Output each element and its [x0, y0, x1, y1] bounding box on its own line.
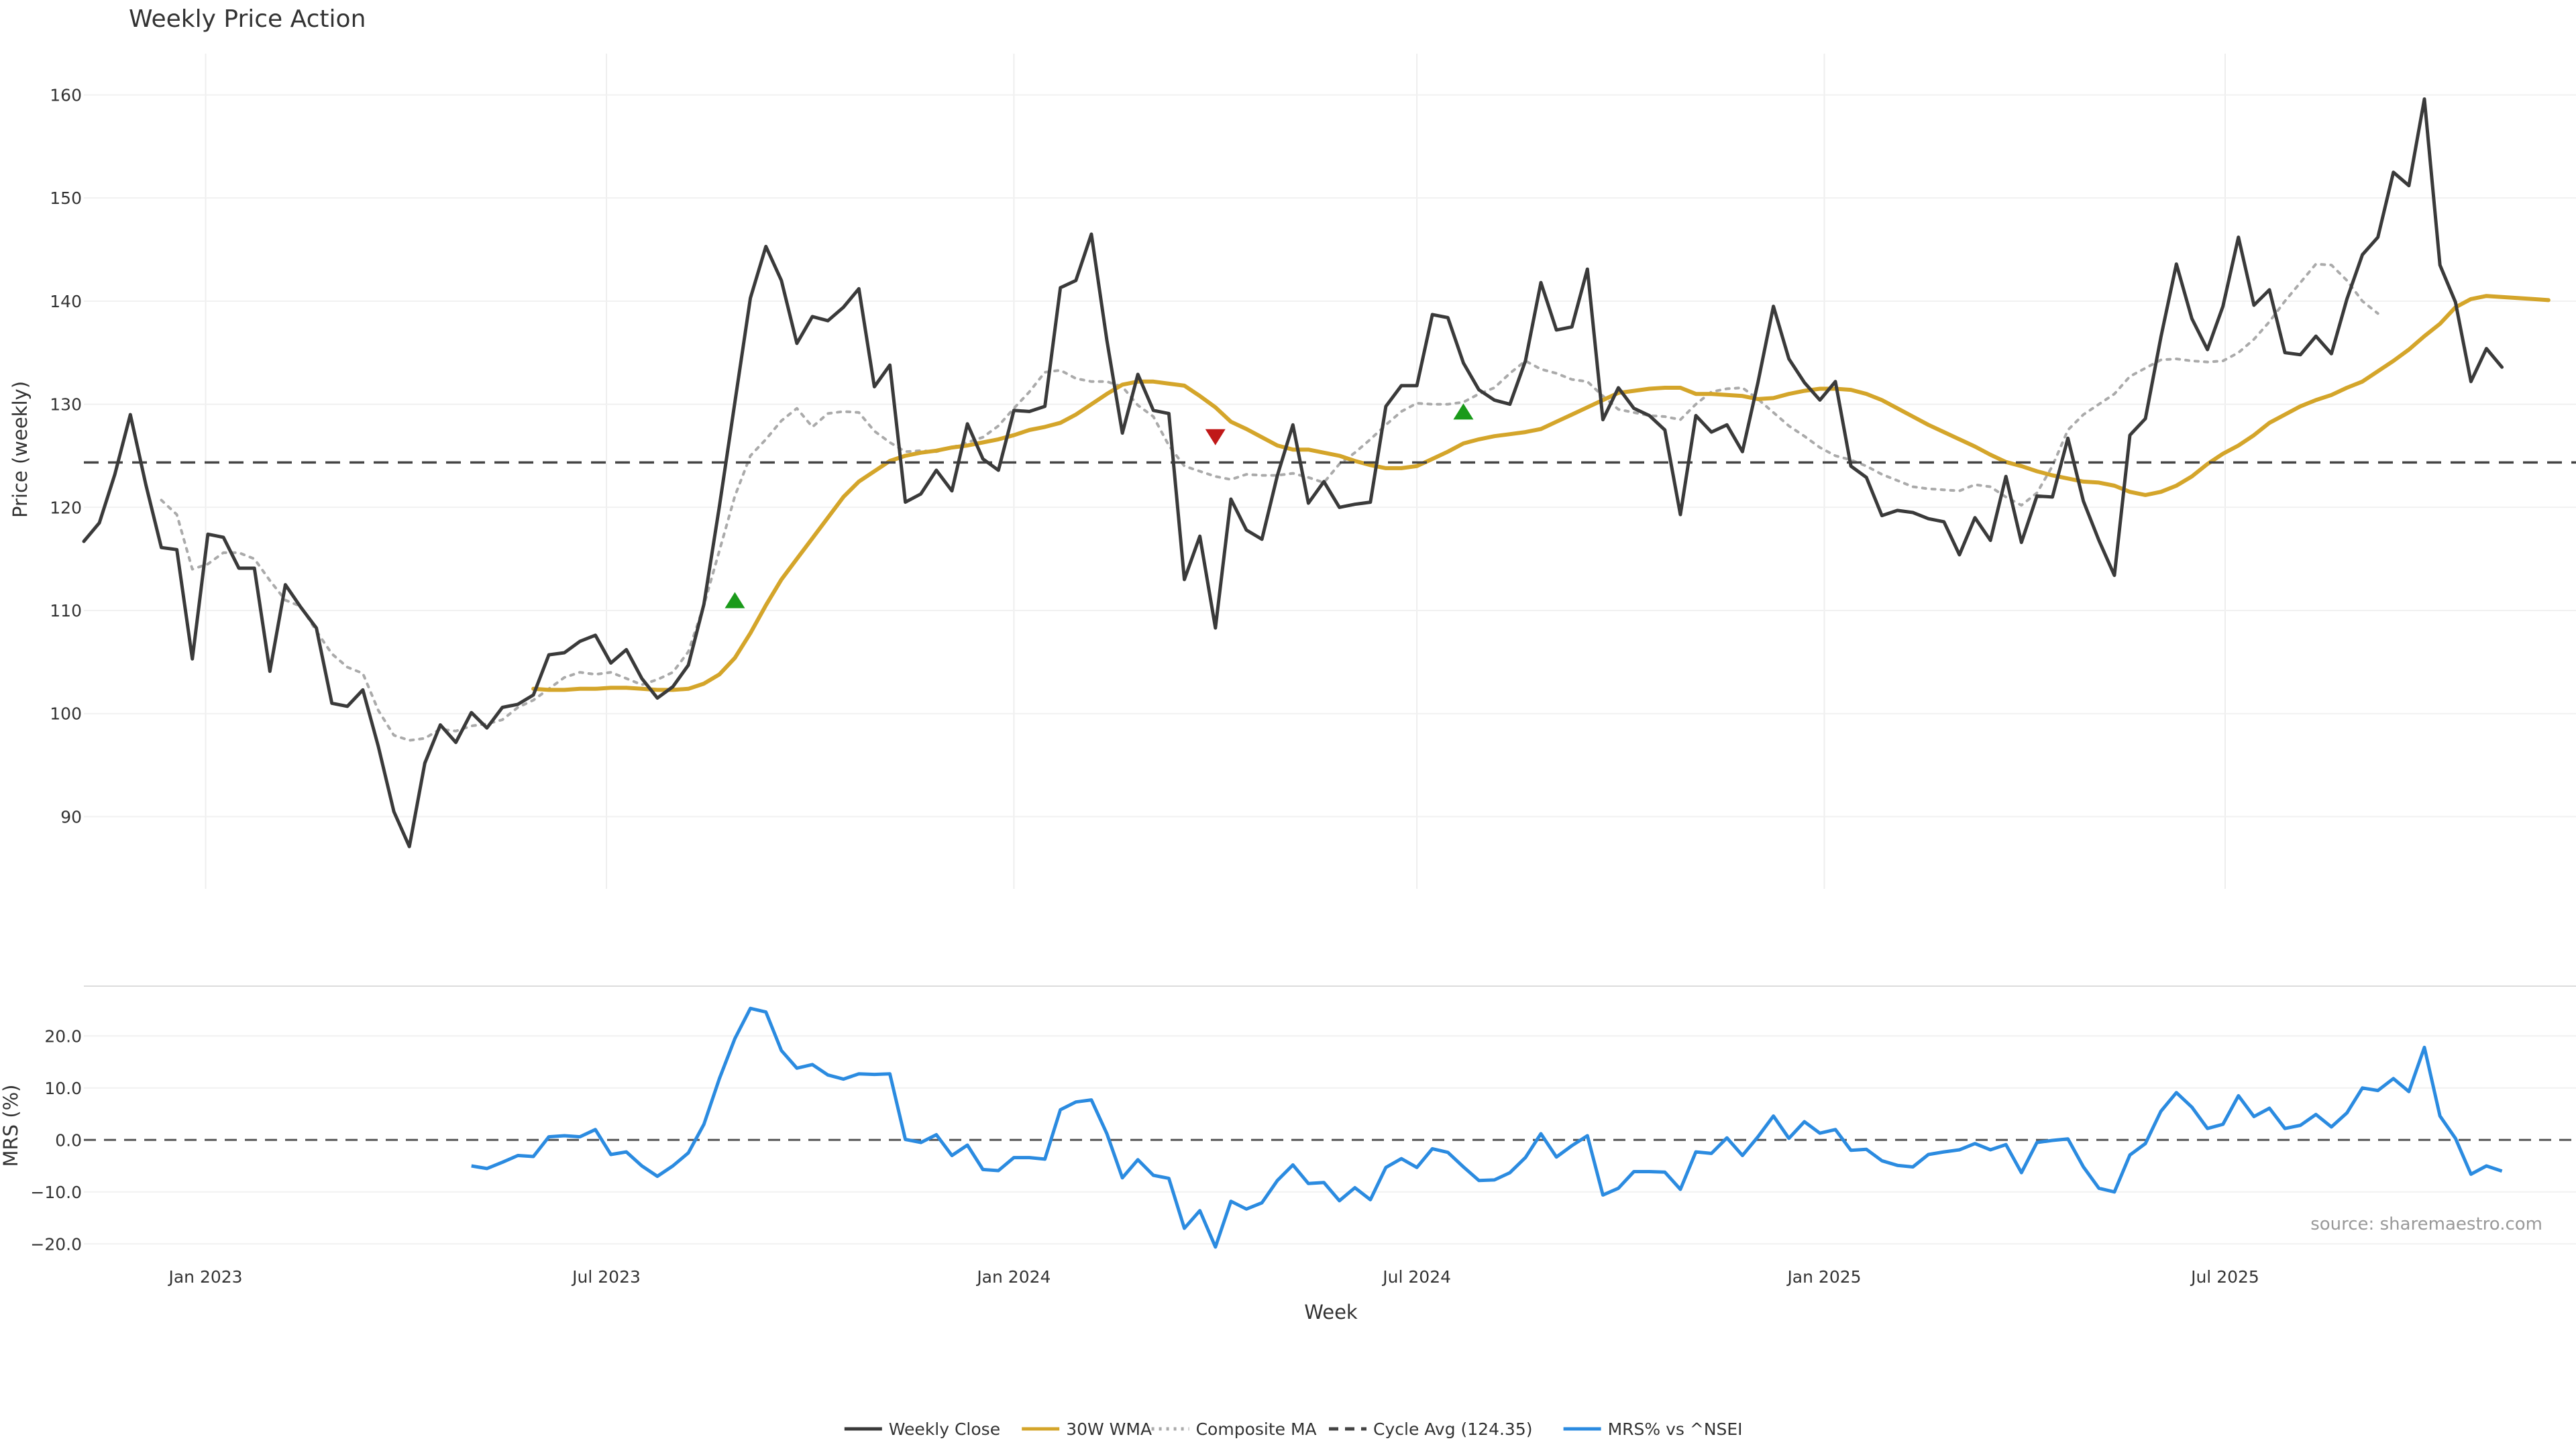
source-text: source: sharemaestro.com: [2310, 1214, 2542, 1234]
buy-signal-marker: [724, 592, 745, 608]
mrs-y-tick-label: −20.0: [30, 1234, 82, 1254]
mrs-y-ticks: 20.0 10.0 0.0 −10.0 −20.0: [30, 1026, 82, 1254]
price-y-ticks: 90 100 110 120 130 140 150 160: [50, 85, 82, 826]
mrs-series: [84, 1006, 2576, 1249]
legend-label: 30W WMA: [1066, 1419, 1152, 1439]
mrs-grid: [84, 985, 2576, 1245]
price-axis-label: Price (weekly): [9, 381, 32, 518]
x-tick-label: Jul 2023: [571, 1267, 641, 1287]
price-y-tick-label: 130: [50, 395, 82, 415]
sell-signal-marker: [1205, 429, 1226, 445]
mrs-axis-label: MRS (%): [0, 1085, 22, 1167]
x-tick-label: Jul 2024: [1381, 1267, 1451, 1287]
mrs-y-tick-label: 20.0: [44, 1026, 82, 1046]
price-y-tick-label: 120: [50, 498, 82, 517]
price-y-tick-label: 150: [50, 189, 82, 208]
x-ticks: Jan 2023 Jul 2023 Jan 2024 Jul 2024 Jan 2025…: [167, 1267, 2259, 1287]
signal-markers: [724, 403, 1474, 608]
price-y-tick-label: 160: [50, 85, 82, 105]
x-axis-label: Week: [1304, 1301, 1358, 1324]
legend-label: Weekly Close: [889, 1419, 1000, 1439]
series-weekly-close: [82, 97, 2504, 849]
x-tick-label: Jul 2025: [2190, 1267, 2259, 1287]
chart-title: Weekly Price Action: [129, 5, 366, 33]
price-y-tick-label: 90: [60, 807, 82, 826]
mrs-y-tick-label: −10.0: [30, 1183, 82, 1202]
price-y-tick-label: 100: [50, 704, 82, 724]
x-tick-label: Jan 2024: [975, 1267, 1051, 1287]
x-tick-label: Jan 2025: [1786, 1267, 1861, 1287]
legend-label: MRS% vs ^NSEI: [1608, 1419, 1743, 1439]
legend-label: Composite MA: [1196, 1419, 1317, 1439]
series-mrs-vs-nsei: [471, 1006, 2503, 1249]
series-30w-wma: [531, 294, 2551, 692]
mrs-y-tick-label: 10.0: [44, 1079, 82, 1098]
price-y-tick-label: 140: [50, 292, 82, 311]
legend-label: Cycle Avg (124.35): [1373, 1419, 1533, 1439]
price-grid: [84, 54, 2576, 889]
mrs-y-tick-label: 0.0: [55, 1130, 82, 1150]
legend: Weekly Close 30W WMA Composite MA Cycle Avg…: [844, 1419, 1743, 1439]
series-composite-ma: [160, 262, 2379, 742]
x-tick-label: Jan 2023: [167, 1267, 242, 1287]
buy-signal-marker: [1453, 403, 1474, 420]
price-series: [82, 97, 2576, 849]
price-y-tick-label: 110: [50, 601, 82, 621]
